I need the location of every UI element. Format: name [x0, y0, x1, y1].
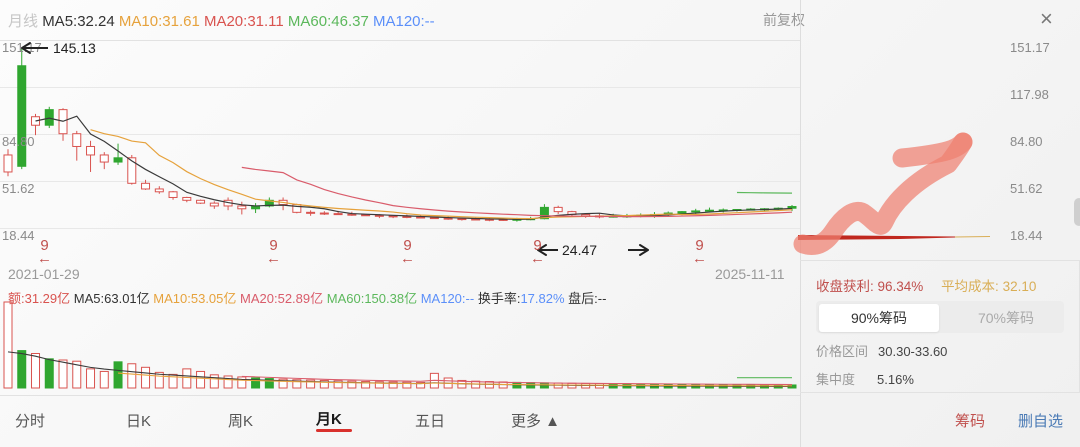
svg-text:24.47: 24.47: [562, 242, 597, 258]
svg-text:145.13: 145.13: [53, 40, 96, 56]
